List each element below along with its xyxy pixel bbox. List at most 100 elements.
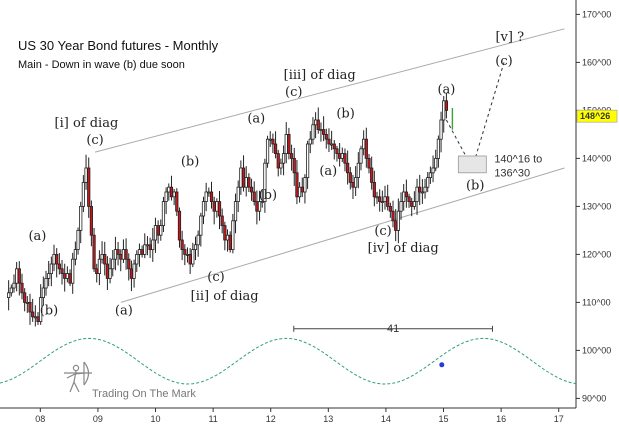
candle: [359, 145, 363, 171]
candle-body: [156, 225, 160, 236]
candle-body: [164, 191, 168, 203]
candle: [116, 241, 120, 266]
candle-body: [23, 292, 27, 303]
candle-body: [236, 186, 240, 202]
cycle-marker: [439, 362, 445, 368]
candle: [268, 131, 272, 148]
candle: [378, 189, 382, 212]
y-axis: 90^00100^00110^00120^00130^00140^00150^0…: [576, 9, 618, 403]
candle-body: [418, 186, 422, 193]
candle: [314, 112, 318, 139]
candle: [324, 128, 328, 149]
candle: [426, 172, 430, 193]
candle: [260, 188, 264, 208]
y-tick-label: 90^00: [582, 393, 606, 403]
candle-body: [196, 234, 200, 246]
candle: [161, 196, 166, 232]
wave-label: (c): [495, 54, 512, 69]
candle: [225, 229, 230, 252]
wave-label: (b): [259, 188, 277, 203]
candle: [287, 127, 291, 160]
candle-body: [143, 244, 147, 255]
candle-body: [223, 225, 227, 241]
candle-body: [322, 129, 326, 135]
candle-body: [140, 249, 144, 255]
candle-body: [407, 196, 411, 203]
candle-body: [17, 268, 21, 284]
candle-body: [303, 177, 307, 193]
candle-body: [39, 297, 43, 323]
candle: [434, 149, 438, 172]
candle-body: [351, 181, 355, 188]
candle-body: [426, 177, 430, 188]
candle: [338, 142, 342, 167]
x-tick-label: 14: [381, 414, 391, 424]
candle-body: [161, 201, 166, 227]
candle-body: [404, 191, 408, 198]
candle-body: [225, 234, 230, 241]
candle-body: [76, 229, 80, 250]
candle-body: [399, 201, 403, 212]
candle-body: [199, 215, 203, 236]
candle: [113, 236, 118, 271]
candle-body: [316, 119, 320, 130]
candle-body: [100, 253, 104, 260]
candle-body: [105, 263, 110, 279]
candle: [308, 131, 312, 154]
candle-body: [212, 201, 216, 212]
candle: [164, 187, 168, 215]
candle: [244, 166, 248, 197]
candle-body: [172, 191, 176, 198]
wave-label: [i] of diag: [55, 116, 119, 131]
candle-body: [103, 253, 107, 265]
candle-body: [124, 249, 128, 260]
candle: [105, 256, 110, 290]
wave-label: (c): [285, 85, 302, 100]
candle: [383, 185, 387, 210]
candle-body: [84, 167, 88, 183]
candle: [375, 191, 379, 204]
candle: [153, 217, 158, 253]
chart-subtitle: Main - Down in wave (b) due soon: [18, 59, 185, 71]
y-tick-label: 100^00: [582, 345, 611, 355]
candle-body: [31, 311, 35, 318]
candle: [231, 213, 235, 254]
cycle-wave: [0, 337, 577, 385]
candle-body: [257, 201, 262, 212]
candle-body: [442, 100, 446, 121]
candle: [49, 256, 53, 287]
wave-label: [iv] of diag: [368, 241, 439, 256]
candle: [316, 107, 320, 134]
candle: [327, 128, 331, 153]
candle: [410, 197, 414, 217]
candle-body: [271, 138, 275, 145]
candle: [292, 147, 296, 186]
candle: [402, 184, 406, 211]
candle: [111, 250, 115, 277]
candle: [193, 236, 198, 261]
candle-body: [111, 258, 115, 270]
candle: [281, 145, 286, 176]
wave-label: (a): [247, 111, 265, 126]
candle-body: [215, 201, 219, 212]
current-price-label: 148^26: [580, 111, 610, 121]
candle: [303, 174, 307, 204]
y-tick-label: 160^00: [582, 57, 611, 67]
candle-body: [12, 282, 16, 289]
candle-body: [292, 157, 296, 174]
candle-body: [431, 167, 435, 174]
candle: [65, 266, 69, 283]
candle: [362, 130, 366, 156]
candle-body: [44, 277, 48, 289]
candle: [228, 231, 232, 253]
candle: [151, 227, 155, 262]
candle-body: [220, 215, 224, 226]
candle: [140, 245, 144, 258]
candle-body: [348, 172, 352, 183]
candle-body: [380, 201, 384, 204]
candle: [391, 200, 395, 228]
candle: [209, 181, 214, 209]
candle: [84, 154, 88, 190]
candle-body: [319, 129, 323, 132]
candle-body: [402, 191, 406, 203]
